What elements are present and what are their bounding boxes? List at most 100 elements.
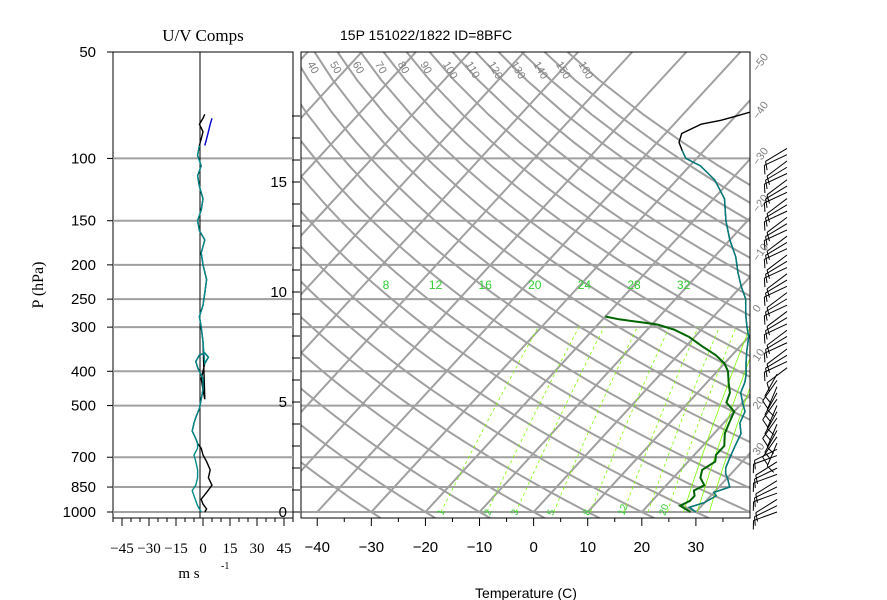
wind-barb: [765, 292, 768, 302]
wind-barb: [766, 363, 770, 373]
wind-barb: [755, 461, 778, 476]
isotherm-label: 30: [751, 441, 768, 458]
wind-barb: [763, 278, 766, 288]
uv-x-tick-label: 0: [199, 541, 207, 557]
uv-series-line: [191, 145, 210, 513]
theta-label: 40: [304, 60, 321, 77]
uv-x-tick-label: 45: [277, 541, 292, 557]
dry-adiabat: [313, 52, 750, 400]
theta-label: 160: [576, 60, 596, 82]
wind-barb: [762, 438, 769, 447]
skewt-background: [301, 52, 750, 518]
wind-barb: [764, 173, 788, 185]
wind-barb: [766, 198, 788, 215]
wind-barb: [762, 417, 778, 439]
wind-barb: [765, 279, 788, 294]
wind-barb: [766, 288, 770, 298]
uv-y-tick-label: 150: [71, 213, 96, 230]
uv-x-tick-label: −30: [137, 541, 160, 557]
mixing-ratio-label: 32: [677, 278, 691, 292]
mixing-ratio-label: 8: [383, 278, 390, 292]
theta-label: 140: [530, 60, 550, 82]
wind-barb: [762, 398, 778, 420]
temperature-tick-label: −30: [359, 539, 384, 556]
wind-barb: [766, 269, 770, 279]
dry-adiabat: [301, 423, 438, 518]
dry-adiabat: [301, 245, 712, 518]
wind-barb: [762, 400, 769, 409]
temperature-tick-label: −20: [413, 539, 438, 556]
wind-barb: [764, 411, 778, 434]
height-tick-label: 15: [270, 174, 287, 191]
wind-barb: [764, 323, 788, 335]
uv-x-axis-label: m s: [178, 566, 199, 582]
mixing-ratio-line: [486, 326, 580, 513]
mixing-ratio-label: 24: [578, 278, 592, 292]
temperature-tick-label: 20: [633, 539, 650, 556]
theta-label: 110: [463, 60, 482, 81]
uv-y-axis-label: P (hPa): [30, 262, 47, 309]
isotherm-line: [586, 334, 750, 513]
mixing-ratio-label: 12: [429, 278, 443, 292]
height-tick-label: 10: [270, 284, 287, 301]
mixing-ratio-line: [623, 326, 699, 513]
wind-barb: [765, 198, 768, 208]
mixing-ratio-line: [667, 326, 737, 513]
uv-y-tick-label: 1000: [63, 504, 96, 521]
wind-barb: [754, 497, 756, 507]
lower-label: 2: [482, 508, 494, 517]
wind-barb: [764, 342, 788, 354]
mixing-ratio-line: [590, 326, 670, 513]
theta-label: 60: [350, 60, 367, 77]
wind-barb: [765, 242, 788, 256]
wind-barb: [765, 223, 788, 237]
wind-barb: [765, 298, 788, 313]
wind-barb: [766, 232, 770, 242]
wind-barb: [766, 382, 770, 392]
temperature-axis-label: Temperature (C): [475, 585, 577, 600]
isobar-gridlines: [301, 157, 750, 513]
uv-series-line: [204, 118, 213, 146]
wind-barb: [766, 442, 778, 467]
wind-barb: [766, 213, 770, 223]
temperature-tick-label: −10: [467, 539, 492, 556]
mixing-ratio-line: [515, 326, 605, 513]
lower-label: 8: [581, 508, 593, 517]
dry-adiabat: [474, 52, 750, 259]
temperature-tick-label: −40: [305, 539, 330, 556]
wind-barb: [765, 185, 788, 200]
theta-label: 50: [327, 60, 344, 77]
isotherm-label: 0: [751, 303, 764, 315]
uv-plot-frame: [112, 51, 294, 519]
isotherm-label: −40: [751, 100, 772, 122]
dry-adiabat: [301, 65, 750, 421]
isotherm-line: [301, 52, 688, 473]
theta-label: 80: [395, 60, 412, 77]
dry-adiabat: [301, 280, 657, 518]
theta-label: 70: [372, 60, 389, 77]
dry-adiabat-curves: [301, 52, 750, 518]
wind-barb: [764, 304, 788, 317]
wind-barb: [766, 348, 788, 365]
wind-barb: [755, 512, 758, 522]
wind-barb: [754, 460, 756, 470]
isotherm-line: [532, 275, 750, 513]
skewt-title: 15P 151022/1822 ID=8BFC: [340, 27, 512, 43]
lower-label: 20: [657, 502, 671, 517]
wind-barb: [763, 296, 766, 306]
uv-x-tick-label: −15: [164, 541, 187, 557]
dry-adiabat: [301, 209, 750, 514]
mixing-ratio-line: [553, 326, 638, 513]
wind-barb: [763, 315, 766, 325]
wind-barb: [765, 274, 768, 284]
wind-barb: [764, 373, 778, 397]
wind-barb: [766, 345, 770, 355]
lower-label: 1: [435, 508, 447, 517]
theta-label: 150: [553, 60, 573, 82]
wind-barb: [766, 428, 775, 436]
wind-barb: [754, 486, 778, 499]
wind-barb: [764, 210, 788, 223]
wind-barb: [754, 479, 756, 489]
height-axis: 0 5 10 15: [270, 115, 300, 521]
